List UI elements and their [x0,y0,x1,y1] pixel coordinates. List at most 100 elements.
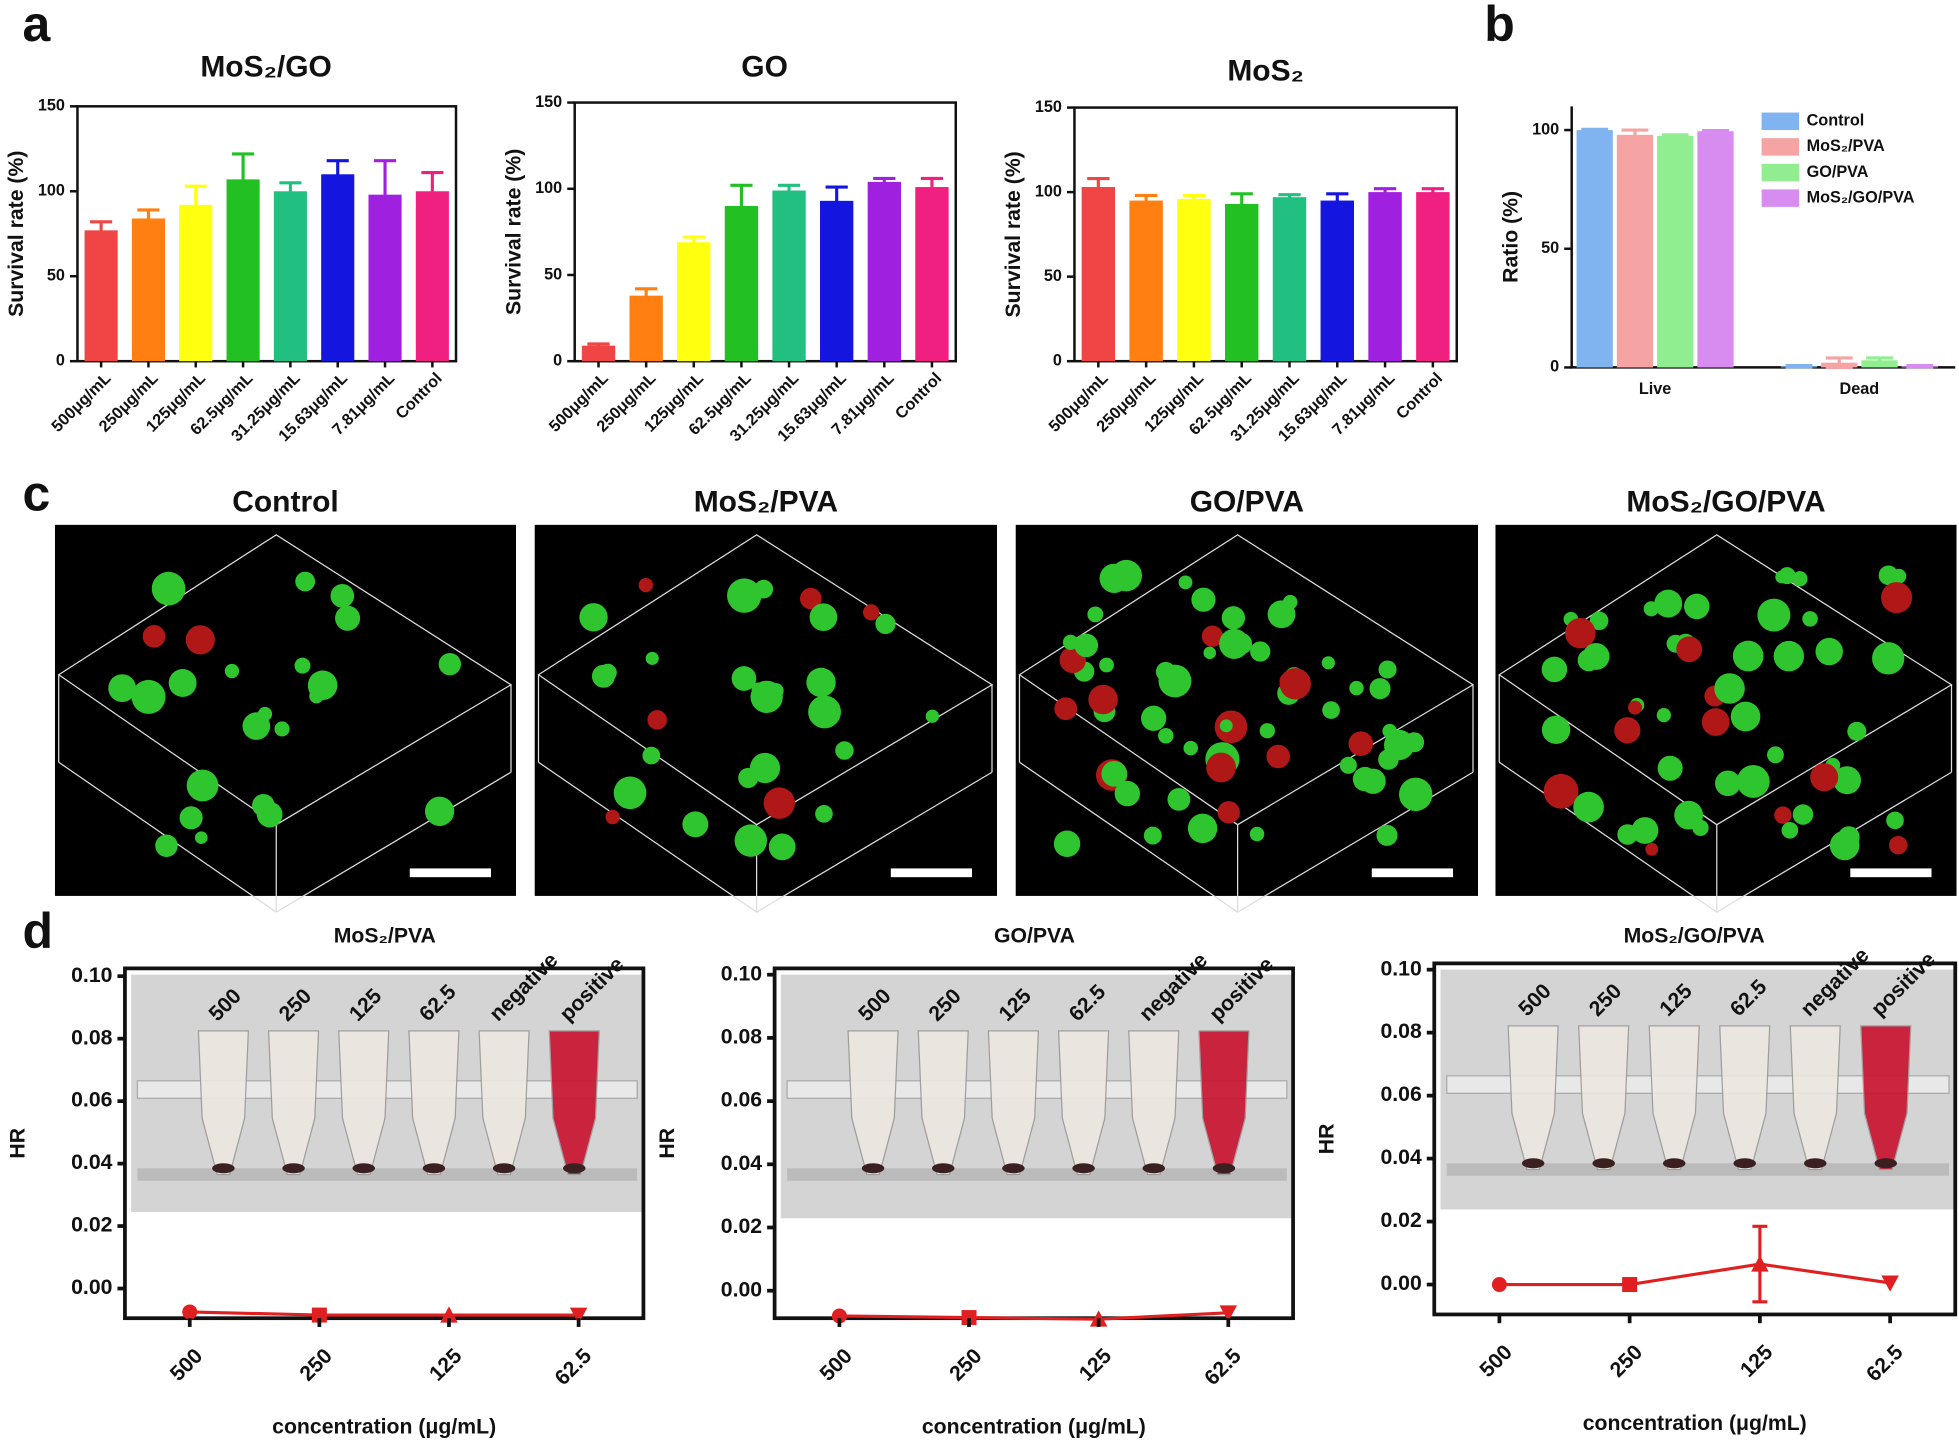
cell [638,577,653,593]
cell [682,811,709,838]
cell [309,688,324,704]
error-bar [1785,363,1813,369]
y-axis-label: HR [656,1128,679,1159]
y-axis-label: Survival rate (%) [502,149,525,315]
pellet [282,1163,305,1174]
chart-title: MoS₂/GO [200,51,332,84]
cell [224,663,240,679]
bar [772,190,806,362]
cell [1376,824,1398,846]
cell [1219,628,1250,659]
bar [1129,200,1163,362]
image-title: GO/PVA [1190,486,1304,519]
x-tick-label: 250 [1606,1341,1647,1382]
image-title: MoS₂/PVA [694,486,838,519]
cell [168,669,197,697]
cell [1810,763,1839,792]
legend-swatch [1761,138,1800,156]
pellet [1803,1158,1827,1169]
cell [1657,755,1683,781]
box-outline [57,534,513,913]
cell [1656,707,1671,723]
image-title: MoS₂/GO/PVA [1626,486,1825,519]
bar [321,174,355,362]
pellet [1212,1163,1236,1174]
box-outline [1498,534,1953,913]
panel-label: d [22,903,53,959]
x-tick-label: 125 [1736,1341,1777,1382]
marker [182,1304,198,1320]
x-tick-label: 62.5 [1200,1344,1246,1390]
marker [1881,1275,1899,1292]
cell [1643,601,1659,617]
tube [338,1030,390,1176]
bar [581,345,616,362]
box-edge [1498,534,1953,913]
cell [1773,640,1805,672]
cell [424,796,455,826]
error-bar [1621,128,1649,142]
tube [408,1030,460,1176]
scale-bar [890,868,973,878]
cell [151,571,186,606]
pellet [212,1163,235,1174]
y-tick-label: 100 [1035,182,1062,200]
chart-title: GO/PVA [994,925,1075,948]
cell [438,652,462,676]
x-tick-label: 125 [425,1344,466,1385]
cell [1219,719,1233,733]
error-bar [1906,363,1934,369]
box-outline [537,534,994,913]
cell [1143,826,1162,845]
y-axis-label: Survival rate (%) [5,151,28,317]
panel-label: a [22,0,51,52]
pellet [422,1163,446,1174]
y-tick-label: 50 [1044,267,1062,285]
cell [591,664,615,688]
cell [613,776,647,810]
cell [1339,756,1357,774]
x-tick-label: Control [892,369,946,423]
cell [1322,701,1340,719]
bar [1616,134,1654,368]
y-tick-label: 0.04 [71,1151,112,1174]
bar [1416,192,1450,362]
photo-rack [137,1168,638,1181]
cell [1378,749,1399,770]
cell [1792,804,1814,825]
y-axis-label: Ratio (%) [1499,191,1522,283]
cell [1565,617,1596,649]
legend-swatch [1761,112,1800,131]
cell [1206,752,1236,783]
tube [917,1030,969,1176]
cell [1692,819,1709,837]
cell [750,680,783,714]
y-tick-label: 50 [544,265,562,283]
cell [1201,625,1224,647]
cell [1573,791,1604,823]
plot-frame [1432,961,1958,1317]
cell [808,695,841,729]
bar [677,242,711,362]
tube [847,1030,899,1176]
x-axis-label: concentration (μg/mL) [922,1416,1146,1439]
line [1499,1262,1891,1287]
cell [763,787,796,819]
y-tick-label: 0.10 [1380,957,1421,980]
cell [185,625,215,655]
cell [186,769,219,802]
pellet [1521,1158,1545,1169]
cell [1654,589,1683,618]
y-tick-label: 50 [47,267,65,285]
y-tick-label: 100 [535,179,562,197]
cell [1074,633,1099,658]
marker [440,1306,458,1323]
cell [1087,606,1104,623]
cell [1099,657,1114,673]
bar [415,191,449,362]
marker [1219,1305,1238,1322]
tube [548,1030,600,1176]
bar [1224,203,1259,362]
cell [734,824,768,857]
cell [1178,575,1193,590]
